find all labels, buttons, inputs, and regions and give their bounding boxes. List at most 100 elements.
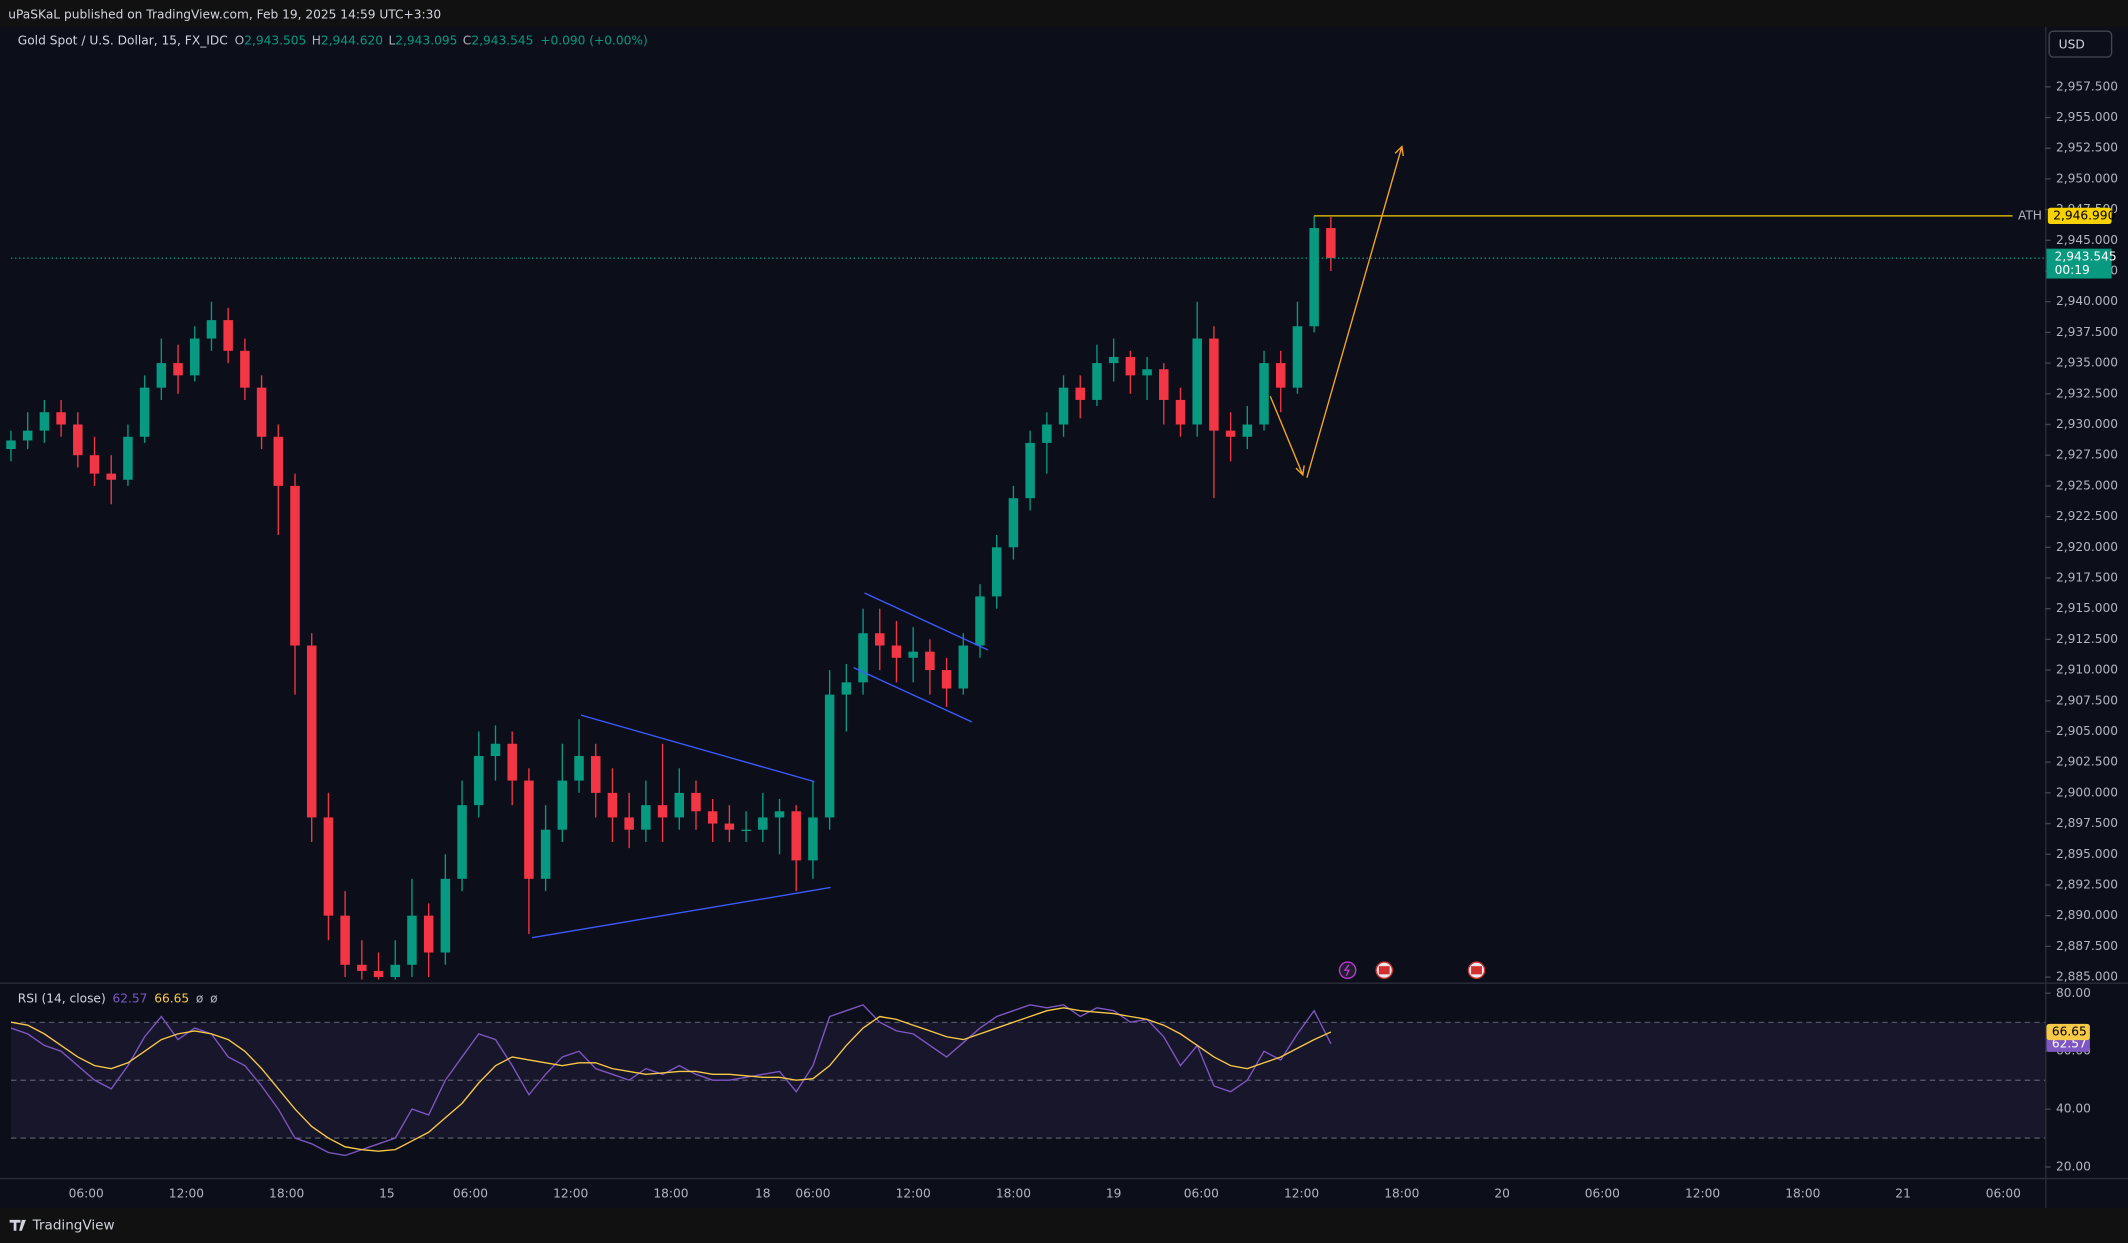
candle-body (624, 817, 634, 830)
candle-body (340, 915, 350, 965)
y-tick-label: 2,902.500 (2056, 755, 2118, 769)
candle-body (724, 823, 735, 830)
y-tick-label: 2,900.000 (2056, 785, 2118, 799)
y-tick-label: 2,922.500 (2056, 509, 2118, 523)
candle-body (190, 338, 200, 376)
y-tick-label: 2,945.000 (2056, 233, 2118, 247)
candle-body (858, 633, 868, 683)
currency[interactable]: USD (2059, 37, 2085, 51)
x-tick-label: 06:00 (795, 1187, 830, 1201)
candle-body (841, 682, 852, 695)
legend: Gold Spot / U.S. Dollar, 15, FX_IDC O2,94… (18, 33, 648, 47)
candle-body (991, 547, 1002, 597)
ohlc-value: 2,943.545 (471, 33, 533, 47)
y-tick-label: 2,920.000 (2056, 540, 2118, 554)
candle-body (1159, 369, 1169, 400)
brand-logo (9, 1219, 26, 1231)
y-tick-label: 2,940.000 (2056, 294, 2118, 308)
candle-body (1192, 338, 1202, 425)
ohlc-key: C (463, 33, 472, 47)
candle-body (1025, 442, 1035, 499)
ath-tag (2047, 207, 2112, 225)
y-tick-label: 2,897.500 (2056, 816, 2118, 830)
candle-body (273, 436, 284, 486)
ohlc-value: 2,944.620 (321, 33, 383, 47)
rsi-legend: RSI (14, close) 62.57 66.65 ø ø (18, 991, 218, 1005)
candle-body (6, 440, 16, 450)
candle-body (1259, 363, 1269, 425)
x-tick-label: 12:00 (169, 1187, 204, 1201)
x-tick-label: 18:00 (1384, 1187, 1419, 1201)
candle-body (507, 743, 517, 781)
event-glyph (1343, 964, 1351, 976)
publisher: uPaSKaL published on TradingView.com, Fe… (8, 7, 441, 21)
candle-body (758, 817, 768, 830)
brand: TradingView (32, 1217, 115, 1233)
candle-body (1075, 387, 1085, 400)
plot-layer: 2,885.000 2,887.500 2,890.000 2,892.500 2,89… (6, 79, 2118, 1201)
top-bar (0, 0, 2128, 28)
rsi-tag-label: 66.65 (2052, 1024, 2087, 1038)
candle-body (824, 694, 835, 818)
candle-body (173, 363, 183, 376)
ath-label: 2,946.990 (2053, 208, 2115, 222)
candle-body (1042, 424, 1052, 443)
x-tick-label: 06:00 (1585, 1187, 1620, 1201)
candle-body (891, 645, 902, 658)
ohlc-value: 2,943.095 (395, 33, 457, 47)
arrow (1269, 395, 1305, 477)
candle-body (223, 320, 233, 351)
candle-body (139, 387, 150, 437)
candle-body (741, 829, 751, 832)
channel-line (864, 592, 989, 651)
candle-body (1292, 326, 1303, 388)
candle-body (1125, 356, 1136, 376)
channel-line (853, 667, 973, 723)
candle-body (925, 651, 935, 671)
rsi-ma-value: 66.65 (154, 991, 189, 1005)
y-tick-label: 2,925.000 (2056, 478, 2118, 492)
y-tick-label: 2,895.000 (2056, 847, 2118, 861)
candle-body (73, 424, 83, 456)
candle-body (590, 756, 601, 793)
candle-body (390, 964, 400, 978)
x-tick-label: 18:00 (269, 1187, 304, 1201)
candle-body (1092, 363, 1102, 400)
candle-body (808, 817, 818, 861)
candle-body (540, 829, 551, 879)
x-tick-label: 18 (755, 1187, 771, 1201)
currency-button[interactable] (2048, 30, 2113, 58)
candle-body (1225, 430, 1236, 437)
y-tick-label: 2,892.500 (2056, 877, 2118, 891)
y-tick-label: 2,932.500 (2056, 386, 2118, 400)
candle-body (290, 485, 300, 646)
candle-body (657, 805, 668, 818)
y-tick-label: 2,890.000 (2056, 908, 2118, 922)
rsi-tag (2046, 1023, 2090, 1041)
candle-body (607, 792, 618, 818)
countdown: 00:19 (2055, 263, 2090, 277)
y-tick-label: 2,935.000 (2056, 356, 2118, 370)
x-tick-label: 12:00 (1685, 1187, 1720, 1201)
trend-line (580, 714, 815, 783)
candle-body (39, 412, 50, 431)
rsi-extra: ø (210, 991, 218, 1005)
candle-body (1008, 498, 1019, 548)
candle-body (1058, 387, 1069, 425)
rsi-title: RSI (14, close) (18, 991, 106, 1005)
candle-body (256, 387, 267, 437)
y-tick-label: 80.00 (2056, 986, 2091, 1000)
candle-body (774, 811, 785, 818)
x-tick-label: 12:00 (896, 1187, 931, 1201)
x-tick-label: 06:00 (1986, 1187, 2021, 1201)
candle-body (457, 805, 467, 879)
bottom-bar (0, 1207, 2128, 1243)
y-tick-label: 2,952.500 (2056, 141, 2118, 155)
x-tick-label: 12:00 (1284, 1187, 1319, 1201)
y-tick-label: 2,907.500 (2056, 693, 2118, 707)
candle-body (1209, 338, 1219, 431)
ohlc-key: H (312, 33, 321, 47)
y-tick-label: 2,937.500 (2056, 325, 2118, 339)
candle-body (524, 780, 534, 879)
